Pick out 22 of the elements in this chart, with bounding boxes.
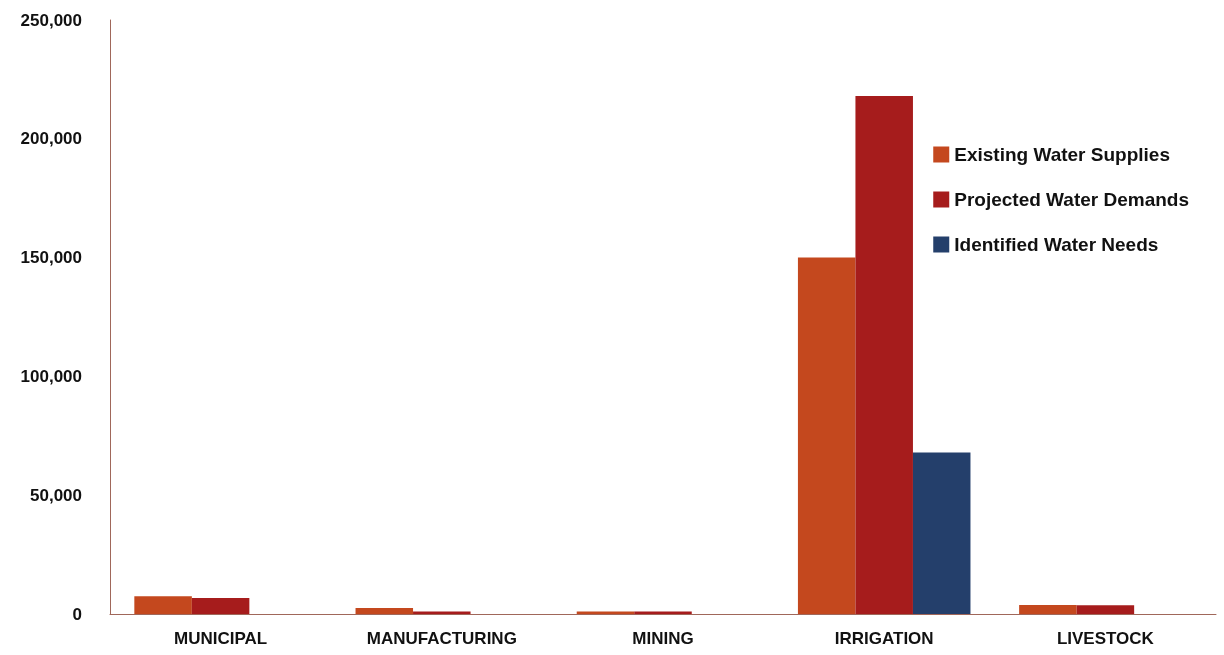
legend-label: Existing Water Supplies xyxy=(954,144,1170,165)
bar xyxy=(134,596,192,614)
y-tick-label: 50,000 xyxy=(30,485,82,505)
y-tick-label: 100,000 xyxy=(20,366,82,386)
bar xyxy=(855,96,913,614)
bar xyxy=(1076,605,1135,614)
bar xyxy=(797,257,856,614)
bar xyxy=(912,452,971,614)
x-tick-label: IRRIGATION xyxy=(834,629,934,648)
legend-label: Identified Water Needs xyxy=(954,234,1159,255)
x-tick-label: MUNICIPAL xyxy=(174,629,268,648)
bar xyxy=(191,598,250,614)
y-tick-label: 150,000 xyxy=(20,248,82,268)
legend-label: Projected Water Demands xyxy=(954,189,1190,210)
x-tick-label: MINING xyxy=(632,629,694,648)
x-tick-label: LIVESTOCK xyxy=(1056,629,1155,648)
y-tick-label: 250,000 xyxy=(20,10,82,30)
x-tick-label: MANUFACTURING xyxy=(366,629,517,648)
bar xyxy=(1019,604,1077,614)
y-tick-label: 200,000 xyxy=(20,129,82,149)
y-tick-label: 0 xyxy=(72,604,82,624)
bar xyxy=(355,608,414,614)
